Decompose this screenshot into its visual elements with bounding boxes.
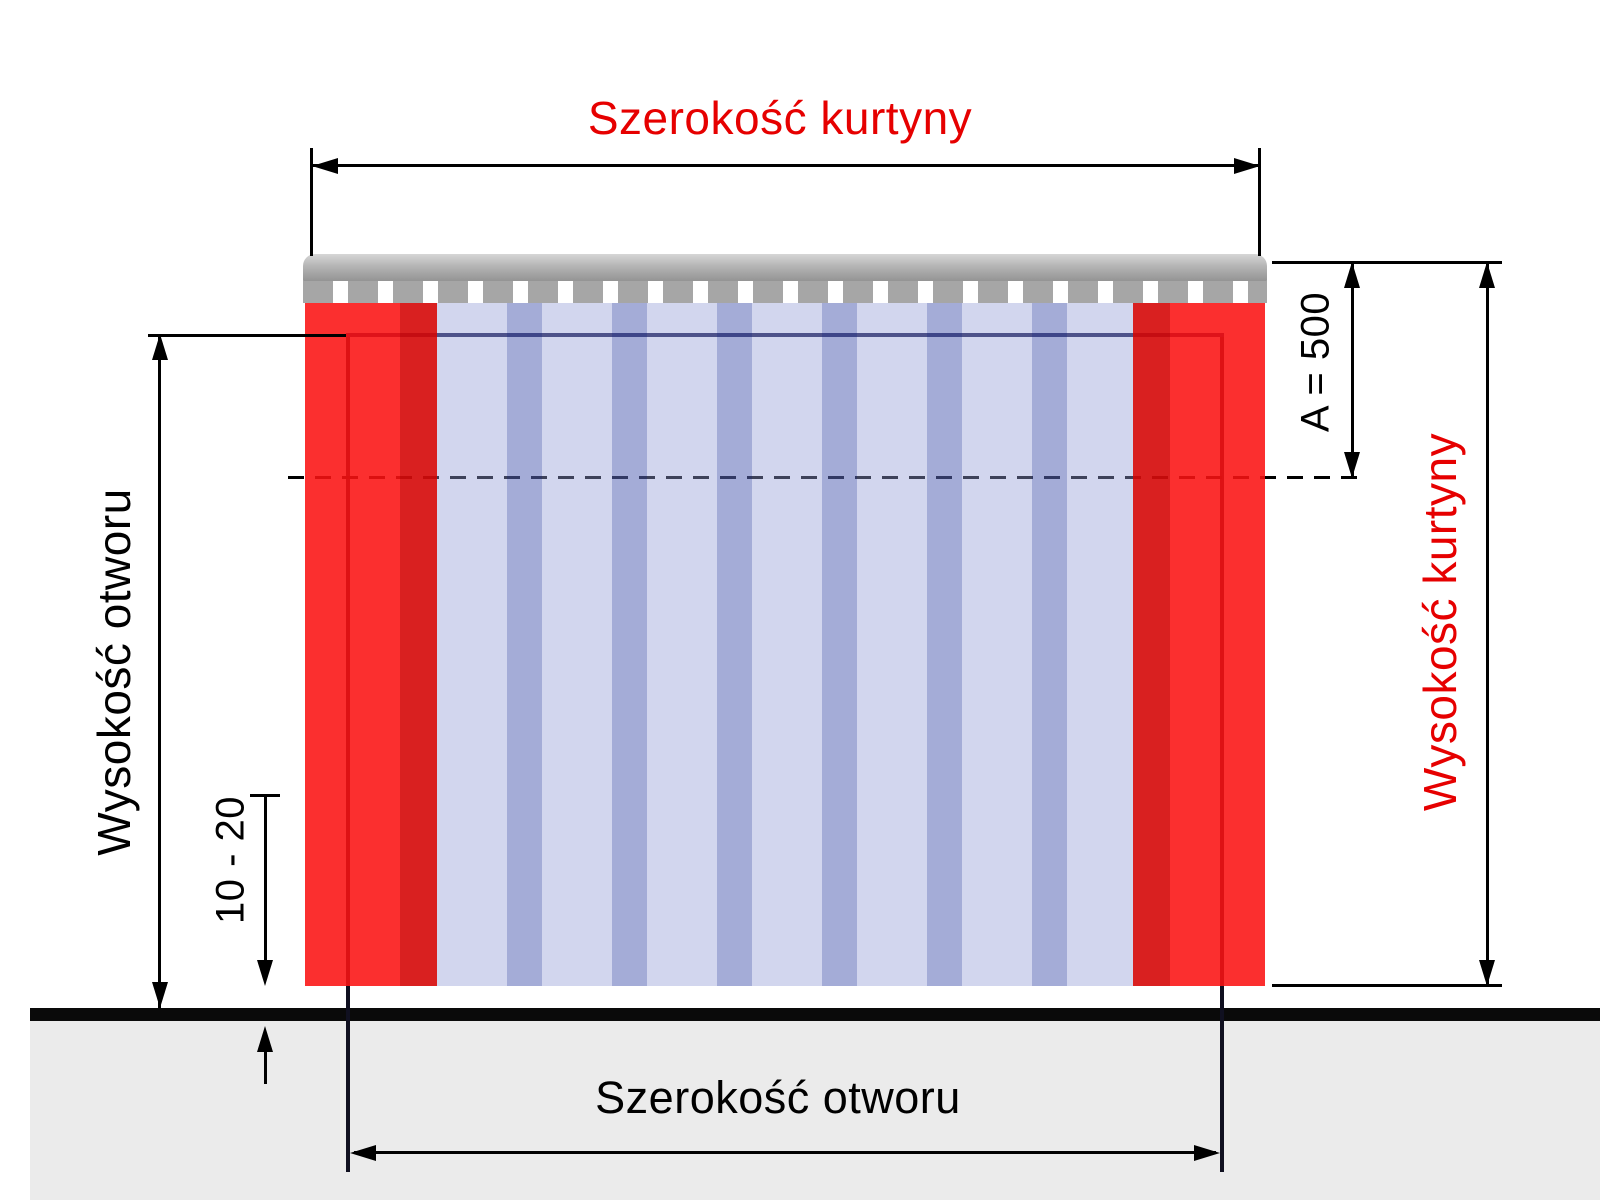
curtain-strip-red-right <box>1133 298 1265 986</box>
arrow-down-icon <box>152 982 168 1008</box>
strip-overlap-shade <box>400 298 437 986</box>
dim-curtain-height-line <box>1486 263 1489 985</box>
arrow-down-icon <box>1344 452 1360 478</box>
arrow-up-icon <box>257 1026 273 1052</box>
dim-a-ext-top <box>1272 261 1502 264</box>
arrow-left-icon <box>312 158 338 174</box>
arrow-down-icon <box>1479 960 1495 986</box>
label-dim-a: A = 500 <box>1293 291 1338 433</box>
arrow-right-icon <box>1194 1145 1220 1161</box>
dim-a-line <box>1351 263 1354 476</box>
dim-curtain-width-ext-left <box>310 148 313 256</box>
label-curtain-height: Wysokość kurtyny <box>1414 432 1466 812</box>
label-gap: 10 - 20 <box>208 795 253 925</box>
arrow-left-icon <box>350 1145 376 1161</box>
dim-opening-height-line <box>158 336 161 1008</box>
floor-line <box>30 1008 1600 1021</box>
arrow-down-icon <box>257 960 273 986</box>
ground <box>30 1021 1600 1200</box>
strip-overlap-shade <box>1133 298 1170 986</box>
dim-opening-height-ext-top <box>148 334 346 337</box>
label-opening-width: Szerokość otworu <box>595 1072 961 1123</box>
mounting-rail-hangers <box>303 281 1267 303</box>
arrow-up-icon <box>1479 262 1495 288</box>
dim-curtain-width-line <box>312 164 1260 167</box>
arrow-up-icon <box>152 334 168 360</box>
curtain-strip-red-left <box>305 298 437 986</box>
dim-gap-line-below-floor <box>264 1048 267 1084</box>
label-opening-height: Wysokość otworu <box>88 488 140 856</box>
dim-gap-line <box>264 796 267 978</box>
dim-opening-width-line <box>354 1151 1216 1154</box>
mounting-rail-bar <box>303 254 1267 284</box>
dim-curtain-width-ext-right <box>1258 148 1261 256</box>
dim-gap-tick <box>250 794 280 797</box>
arrow-up-icon <box>1344 262 1360 288</box>
curtain-strips-blue <box>437 298 1133 986</box>
arrow-right-icon <box>1234 158 1260 174</box>
label-curtain-width: Szerokość kurtyny <box>587 92 973 144</box>
dim-curtain-height-ext-bottom <box>1272 984 1502 987</box>
